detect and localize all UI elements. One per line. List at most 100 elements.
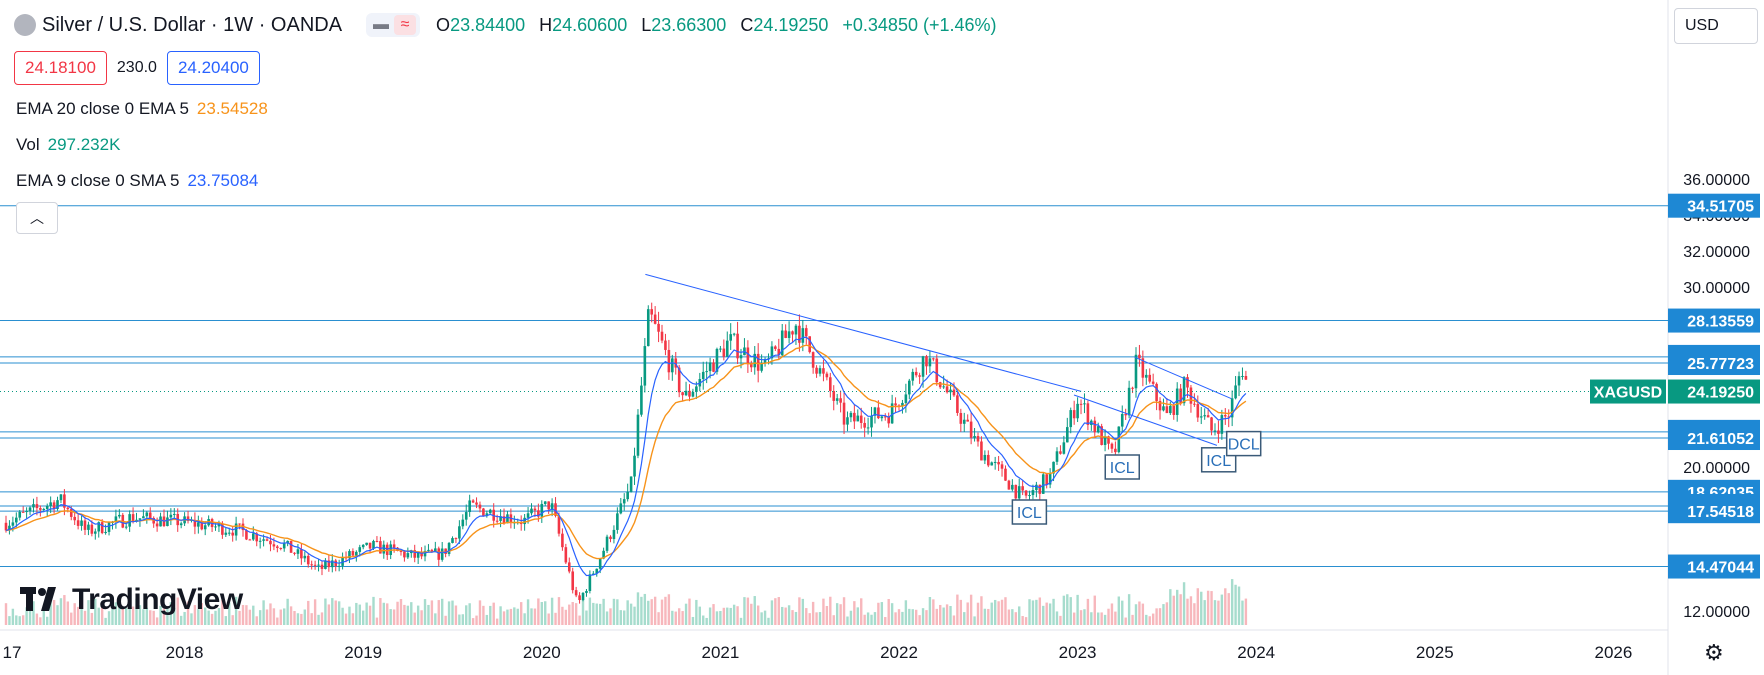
volume-bar <box>1031 600 1035 625</box>
candle-body <box>804 328 808 337</box>
candle-body <box>866 427 870 429</box>
volume-bar <box>1244 598 1248 625</box>
x-tick-label: 2023 <box>1059 643 1097 662</box>
y-tick-label: 36.00000 <box>1683 172 1750 189</box>
volume-bar <box>413 612 416 625</box>
volume-bar <box>1121 600 1124 625</box>
buy-button[interactable]: 24.20400 <box>166 51 260 85</box>
candle-body <box>949 389 952 393</box>
volume-bar <box>894 612 897 625</box>
candle-body <box>962 419 966 424</box>
series-toggle[interactable]: ▬ ≈ <box>366 13 421 37</box>
volume-bar <box>880 602 884 625</box>
gear-icon[interactable]: ⚙ <box>1704 640 1724 665</box>
candle-body <box>406 553 410 558</box>
sell-button[interactable]: 24.18100 <box>14 51 107 85</box>
candle-body <box>677 367 681 393</box>
volume-bar <box>976 602 980 625</box>
volume-bar <box>698 606 701 625</box>
candle-body <box>365 542 368 545</box>
candle-body <box>1069 410 1073 428</box>
volume-bar <box>1200 591 1203 625</box>
volume-bar <box>186 601 190 625</box>
candle-body <box>956 395 959 413</box>
candle-body <box>200 522 204 530</box>
volume-bar <box>296 613 300 625</box>
volume-bar <box>375 617 379 625</box>
volume-bar <box>279 609 282 625</box>
candle-body <box>1158 400 1162 411</box>
candle-body <box>918 375 921 377</box>
candle-body <box>777 348 781 356</box>
volume-bar <box>939 604 942 625</box>
volume-bar <box>8 616 11 625</box>
volume-bar <box>794 611 798 625</box>
volume-bar <box>1083 609 1086 625</box>
candle-body <box>791 331 794 335</box>
volume-bar <box>554 612 557 625</box>
candle-body <box>622 499 626 504</box>
indicator-ema20[interactable]: EMA 20 close 0 EMA 5 23.54528 <box>16 99 268 119</box>
volume-bar <box>674 611 677 625</box>
candle-body <box>928 358 932 367</box>
indicator-volume[interactable]: Vol 297.232K <box>16 135 120 155</box>
tradingview-logo[interactable]: TradingView <box>20 583 243 617</box>
candle-body <box>1011 484 1014 490</box>
candle-body <box>894 403 897 406</box>
candle-body <box>859 415 863 423</box>
x-tick-label: 17 <box>3 643 22 662</box>
volume-bar <box>149 610 152 625</box>
volume-bar <box>475 615 478 625</box>
volume-bar <box>200 603 203 625</box>
volume-bar <box>28 603 32 625</box>
indicator-ema9[interactable]: EMA 9 close 0 SMA 5 23.75084 <box>16 171 258 191</box>
volume-bar <box>1124 617 1127 625</box>
candle-body <box>853 412 856 422</box>
volume-bar <box>671 610 674 625</box>
candle-body <box>880 416 884 419</box>
volume-bar <box>111 608 114 625</box>
candle-body <box>695 386 698 392</box>
candle-body <box>756 353 760 371</box>
candle-body <box>1237 376 1241 386</box>
candle-body <box>317 564 320 566</box>
volume-bar <box>980 596 983 625</box>
wave-icon[interactable]: ≈ <box>394 15 417 35</box>
symbol-title[interactable]: Silver / U.S. Dollar · 1W · OANDA <box>42 13 343 36</box>
volume-bar <box>863 614 866 625</box>
candle-body <box>835 398 839 401</box>
candle-body <box>138 518 142 520</box>
volume-bar <box>1237 586 1241 625</box>
collapse-legend-button[interactable]: ︿ <box>16 202 58 234</box>
candle-body <box>1203 415 1206 417</box>
candle-body <box>63 494 66 508</box>
volume-bar <box>825 606 829 625</box>
candle-body <box>1048 473 1052 485</box>
currency-selector[interactable]: USD <box>1674 8 1758 44</box>
candle-body <box>856 415 860 422</box>
candle-body <box>883 416 887 418</box>
volume-bar <box>726 607 729 625</box>
volume-bar <box>289 606 293 625</box>
high-value: 24.60600 <box>552 14 628 35</box>
volume-bar <box>461 614 465 625</box>
volume-bar <box>337 601 341 625</box>
volume-bar <box>1203 600 1206 625</box>
volume-bar <box>801 598 805 625</box>
candle-body <box>671 358 674 373</box>
candle-body <box>107 522 111 532</box>
candle-body <box>437 548 441 560</box>
candle-body <box>396 547 399 552</box>
volume-bar <box>537 598 540 625</box>
candle-body <box>76 520 80 526</box>
volume-bar <box>434 613 437 625</box>
volume-bar <box>1230 579 1234 625</box>
volume-bar <box>884 617 887 625</box>
volume-bar <box>76 606 80 625</box>
volume-bar <box>327 604 331 625</box>
candle-body <box>1035 484 1038 491</box>
volume-bar <box>458 614 461 625</box>
volume-bar <box>1086 598 1090 625</box>
minus-icon[interactable]: ▬ <box>373 16 390 33</box>
